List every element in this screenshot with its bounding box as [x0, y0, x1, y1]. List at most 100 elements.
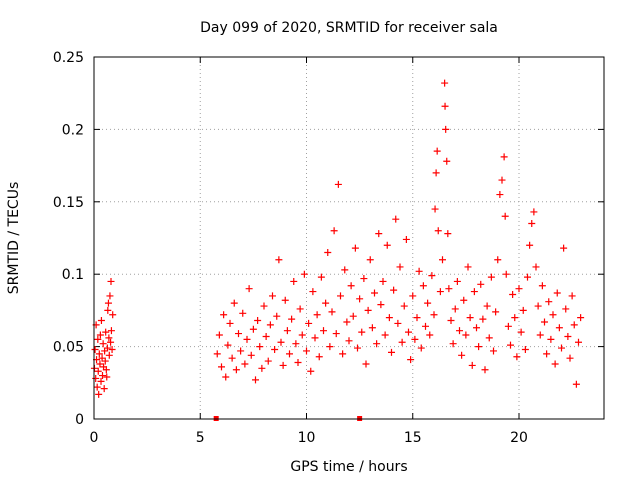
- data-point: [547, 335, 555, 343]
- data-point: [400, 302, 408, 310]
- data-point: [426, 331, 434, 339]
- data-point: [290, 277, 298, 285]
- data-point: [102, 328, 110, 336]
- data-point: [292, 340, 300, 348]
- data-point: [534, 302, 542, 310]
- y-tick-label: 0: [75, 412, 84, 428]
- data-point: [398, 338, 406, 346]
- data-point: [298, 331, 306, 339]
- data-point: [434, 227, 442, 235]
- data-point: [254, 317, 262, 325]
- data-point: [521, 345, 529, 353]
- data-point: [345, 337, 353, 345]
- data-point: [379, 277, 387, 285]
- data-point: [498, 176, 506, 184]
- data-point: [566, 354, 574, 362]
- data-point: [526, 241, 534, 249]
- data-point: [241, 360, 249, 368]
- data-point: [460, 296, 468, 304]
- data-point: [555, 324, 563, 332]
- data-point: [502, 270, 510, 278]
- data-point: [375, 230, 383, 238]
- data-point: [477, 280, 485, 288]
- data-point: [95, 390, 103, 398]
- data-point: [322, 299, 330, 307]
- data-point: [100, 385, 108, 393]
- data-point: [339, 350, 347, 358]
- data-points: [90, 79, 585, 421]
- data-point: [269, 292, 276, 300]
- data-point: [243, 335, 251, 343]
- y-tick-label: 0.25: [53, 50, 84, 66]
- data-point: [517, 328, 525, 336]
- data-point: [341, 266, 349, 274]
- data-point: [443, 157, 451, 165]
- data-point: [264, 357, 272, 365]
- data-point: [247, 351, 255, 359]
- data-point: [507, 341, 514, 349]
- data-point: [273, 312, 281, 320]
- data-point: [496, 191, 504, 199]
- data-point: [409, 292, 417, 300]
- data-point: [311, 334, 319, 342]
- data-point: [479, 315, 487, 323]
- data-point: [93, 383, 101, 391]
- data-point: [334, 180, 342, 188]
- data-point: [107, 338, 115, 346]
- data-point: [99, 372, 106, 380]
- data-point: [494, 256, 502, 264]
- data-point: [235, 330, 242, 338]
- data-point: [528, 220, 536, 228]
- data-point: [286, 350, 293, 358]
- data-point: [104, 306, 112, 314]
- plot-frame: [93, 56, 605, 420]
- data-point: [105, 334, 113, 342]
- data-point: [407, 356, 415, 364]
- data-point: [232, 366, 240, 374]
- x-tick-label: 15: [404, 430, 422, 446]
- data-point: [424, 299, 432, 307]
- data-point: [441, 79, 449, 87]
- data-point: [317, 273, 325, 281]
- data-point: [109, 311, 117, 319]
- y-tick-label: 0.2: [62, 122, 84, 138]
- data-point: [511, 314, 519, 322]
- data-point: [415, 267, 423, 275]
- data-point: [347, 282, 355, 290]
- data-point: [102, 366, 110, 374]
- data-point: [411, 335, 419, 343]
- data-point: [549, 311, 557, 319]
- data-point: [107, 277, 115, 285]
- data-point: [390, 286, 398, 294]
- data-point: [260, 302, 268, 310]
- data-point: [447, 317, 455, 325]
- data-point: [283, 327, 291, 335]
- data-point: [481, 366, 489, 374]
- data-point: [228, 354, 236, 362]
- data-point: [417, 344, 425, 352]
- data-point: [487, 273, 495, 281]
- data-point: [275, 256, 283, 264]
- data-point: [564, 332, 572, 340]
- data-point: [490, 347, 497, 355]
- data-point: [371, 289, 378, 297]
- data-point: [483, 302, 491, 310]
- data-point: [356, 295, 364, 303]
- data-point: [468, 361, 476, 369]
- data-point: [515, 285, 523, 293]
- data-point: [222, 373, 230, 381]
- data-point: [107, 327, 115, 335]
- data-point: [97, 377, 105, 385]
- data-point: [422, 322, 429, 330]
- data-point: [305, 319, 313, 327]
- x-tick-label: 20: [510, 430, 528, 446]
- data-point: [444, 230, 452, 238]
- data-point: [536, 331, 544, 339]
- data-point: [475, 343, 483, 351]
- data-point: [441, 102, 449, 110]
- data-point: [445, 285, 453, 293]
- data-point: [360, 275, 368, 283]
- data-point: [473, 324, 480, 332]
- y-tick-label: 0.15: [53, 195, 84, 211]
- data-point: [558, 344, 565, 352]
